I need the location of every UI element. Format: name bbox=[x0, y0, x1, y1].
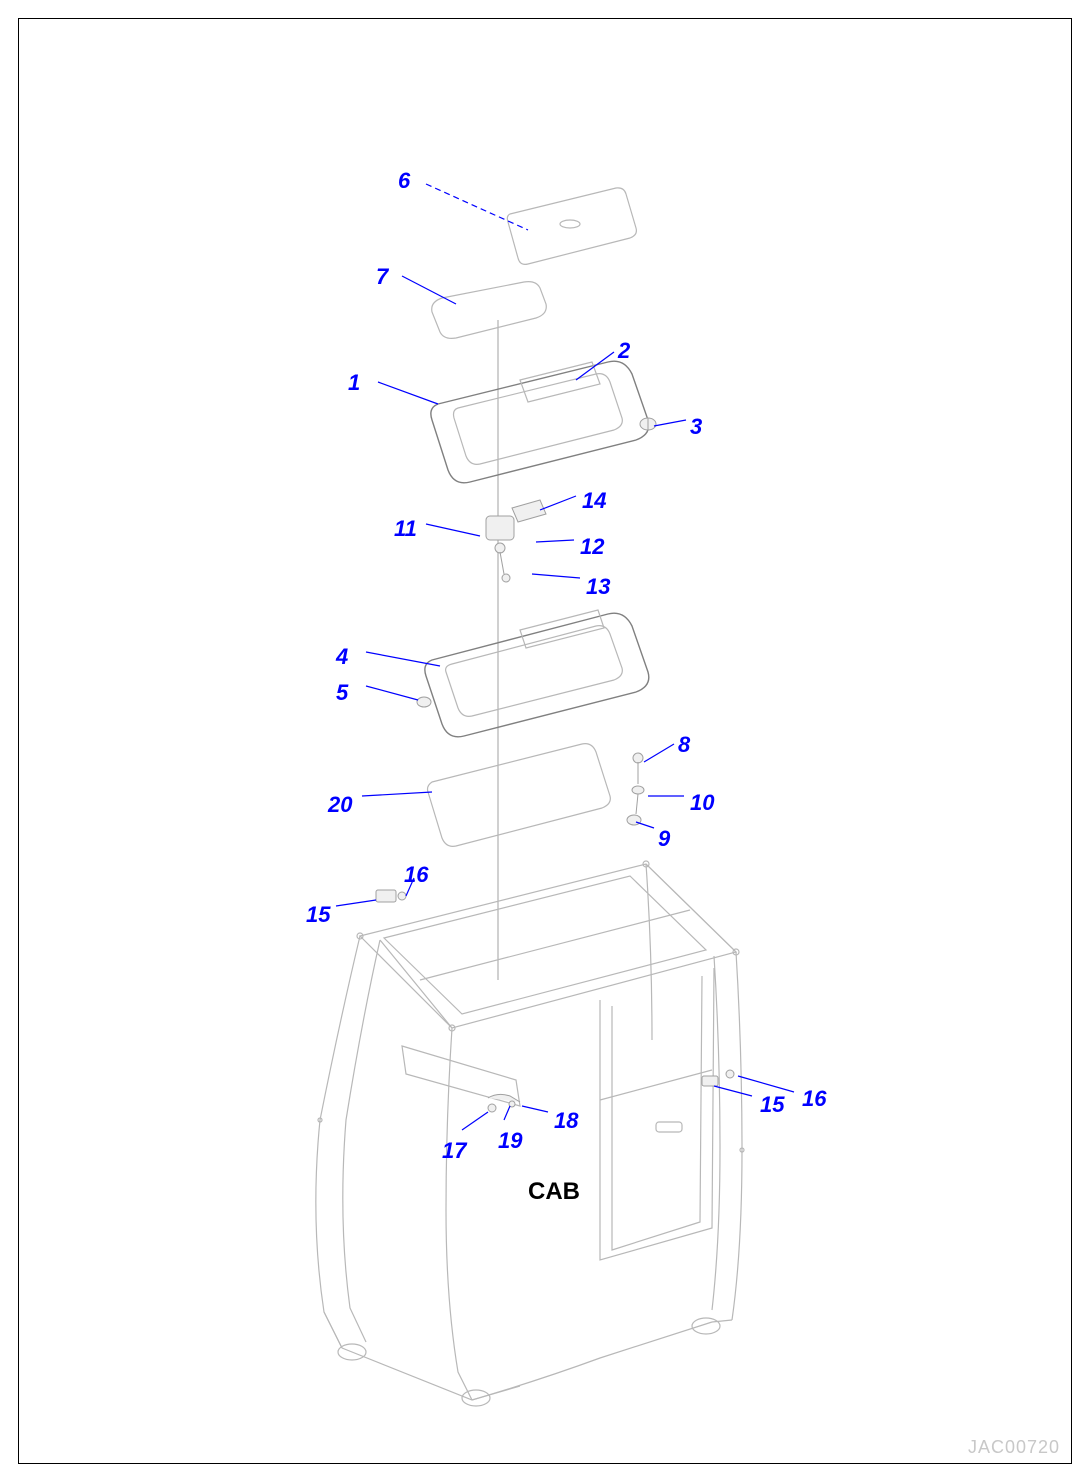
callout-15[interactable]: 15 bbox=[306, 902, 330, 928]
diagram-id: JAC00720 bbox=[968, 1437, 1060, 1458]
callout-1[interactable]: 1 bbox=[348, 370, 360, 396]
callout-6[interactable]: 6 bbox=[398, 168, 410, 194]
callout-19[interactable]: 19 bbox=[498, 1128, 522, 1154]
callout-17[interactable]: 17 bbox=[442, 1138, 466, 1164]
callout-16[interactable]: 16 bbox=[404, 862, 428, 888]
callout-14[interactable]: 14 bbox=[582, 488, 606, 514]
callout-2[interactable]: 2 bbox=[618, 338, 630, 364]
callout-15b[interactable]: 15 bbox=[760, 1092, 784, 1118]
callout-10[interactable]: 10 bbox=[690, 790, 714, 816]
callout-7[interactable]: 7 bbox=[376, 264, 388, 290]
callout-9[interactable]: 9 bbox=[658, 826, 670, 852]
callout-20[interactable]: 20 bbox=[328, 792, 352, 818]
callout-13[interactable]: 13 bbox=[586, 574, 610, 600]
callout-11[interactable]: 11 bbox=[394, 516, 417, 542]
callout-12[interactable]: 12 bbox=[580, 534, 604, 560]
callout-18[interactable]: 18 bbox=[554, 1108, 578, 1134]
callout-4[interactable]: 4 bbox=[336, 644, 348, 670]
cab-label: CAB bbox=[528, 1178, 580, 1206]
diagram-art bbox=[0, 0, 1090, 1482]
callout-16b[interactable]: 16 bbox=[802, 1086, 826, 1112]
callout-5[interactable]: 5 bbox=[336, 680, 348, 706]
callout-8[interactable]: 8 bbox=[678, 732, 690, 758]
callout-3[interactable]: 3 bbox=[690, 414, 702, 440]
